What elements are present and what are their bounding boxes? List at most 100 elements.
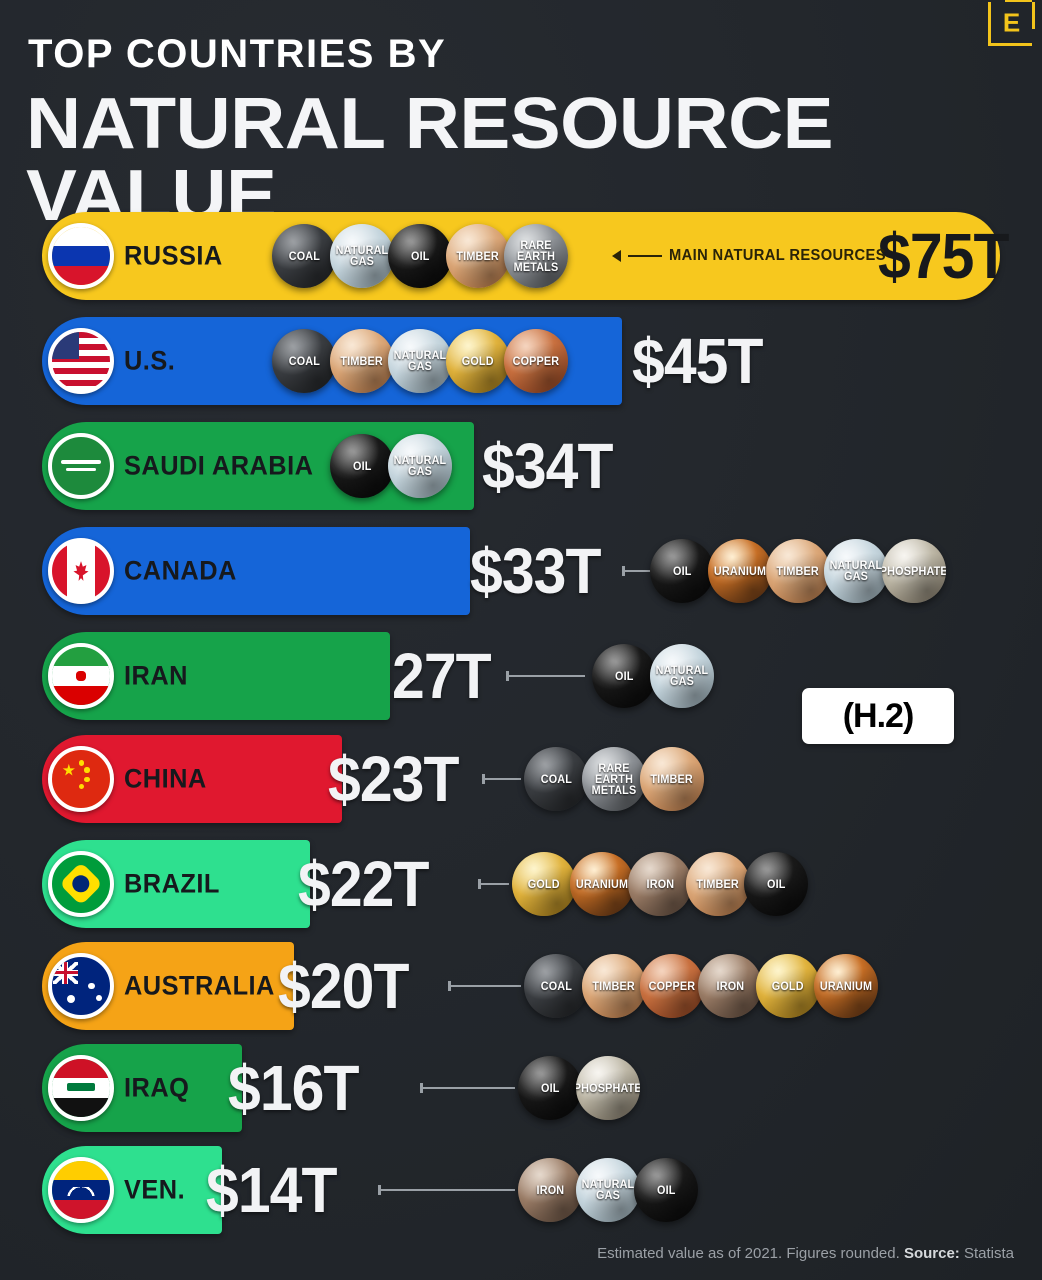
- resource-sphere-gas-icon[interactable]: NATURAL GAS: [824, 539, 888, 603]
- main-resources-annotation: MAIN NATURAL RESOURCES: [612, 247, 905, 265]
- resource-label: COAL: [288, 248, 320, 263]
- resource-sphere-gold-icon[interactable]: GOLD: [446, 329, 510, 393]
- resource-sphere-uranium-icon[interactable]: URANIUM: [814, 954, 878, 1018]
- footer-source-label: Source:: [903, 1245, 960, 1262]
- country-row[interactable]: SAUDI ARABIA $34T OIL NATURAL GAS: [0, 420, 1042, 512]
- country-row[interactable]: RUSSIA $75T COAL NATURAL GAS OIL TIMBER RARE E…: [0, 210, 1042, 302]
- resource-sphere-timber-icon[interactable]: TIMBER: [330, 329, 394, 393]
- resource-label: OIL: [352, 458, 372, 473]
- value-label: $34T: [482, 430, 613, 502]
- resource-sphere-gas-icon[interactable]: NATURAL GAS: [388, 434, 452, 498]
- resource-label: OIL: [540, 1080, 560, 1095]
- resource-sphere-rare-icon[interactable]: RARE EARTH METALS: [504, 224, 568, 288]
- connector-line: [482, 774, 521, 784]
- resource-label: COPPER: [648, 978, 696, 993]
- resource-sphere-timber-icon[interactable]: TIMBER: [686, 852, 750, 916]
- resource-sphere-rare-icon[interactable]: RARE EARTH METALS: [582, 747, 646, 811]
- resource-sphere-gas-icon[interactable]: NATURAL GAS: [650, 644, 714, 708]
- page-title: NATURAL RESOURCE VALUE: [26, 84, 834, 236]
- country-label: IRAQ: [124, 1072, 190, 1103]
- resource-label: COAL: [540, 771, 572, 786]
- resource-group: COAL TIMBER COPPER IRON GOLD URANIUM: [524, 954, 878, 1018]
- resource-sphere-coal-icon[interactable]: COAL: [272, 329, 336, 393]
- resource-label: TIMBER: [696, 876, 740, 891]
- country-row[interactable]: BRAZIL $22T GOLD URANIUM IRON TIMBER OIL: [0, 838, 1042, 930]
- resource-sphere-coal-icon[interactable]: COAL: [524, 747, 588, 811]
- resource-group: OIL NATURAL GAS: [330, 434, 452, 498]
- resource-sphere-timber-icon[interactable]: TIMBER: [640, 747, 704, 811]
- arrow-left-icon: [612, 250, 621, 262]
- country-row[interactable]: CANADA $33T OIL URANIUM TIMBER NATURAL GAS PHO…: [0, 525, 1042, 617]
- country-row[interactable]: VEN. $14T IRON NATURAL GAS OIL: [0, 1144, 1042, 1236]
- resource-sphere-oil-icon[interactable]: OIL: [650, 539, 714, 603]
- resource-sphere-gold-icon[interactable]: GOLD: [512, 852, 576, 916]
- resource-sphere-gas-icon[interactable]: NATURAL GAS: [388, 329, 452, 393]
- resource-label: OIL: [672, 563, 692, 578]
- resource-sphere-oil-icon[interactable]: OIL: [388, 224, 452, 288]
- resource-sphere-iron-icon[interactable]: IRON: [698, 954, 762, 1018]
- resource-sphere-gold-icon[interactable]: GOLD: [756, 954, 820, 1018]
- resource-label: RARE EARTH METALS: [591, 760, 637, 797]
- value-label: $23T: [328, 743, 459, 815]
- flag-icon: [48, 643, 114, 709]
- resource-sphere-oil-icon[interactable]: OIL: [634, 1158, 698, 1222]
- resource-group: OIL NATURAL GAS: [592, 644, 714, 708]
- resource-sphere-uranium-icon[interactable]: URANIUM: [570, 852, 634, 916]
- resource-group: COAL RARE EARTH METALS TIMBER: [524, 747, 704, 811]
- resource-label: IRON: [646, 876, 674, 891]
- flag-icon: [48, 746, 114, 812]
- flag-icon: [48, 328, 114, 394]
- country-row[interactable]: CHINA $23T COAL RARE EARTH METALS TIMBER: [0, 733, 1042, 825]
- resource-label: URANIUM: [713, 563, 767, 578]
- connector-line: [420, 1083, 515, 1093]
- resource-sphere-oil-icon[interactable]: OIL: [330, 434, 394, 498]
- country-row[interactable]: U.S. $45T COAL TIMBER NATURAL GAS GOLD COPPER: [0, 315, 1042, 407]
- flag-icon: [48, 223, 114, 289]
- resource-label: IRON: [536, 1182, 564, 1197]
- resource-sphere-coal-icon[interactable]: COAL: [272, 224, 336, 288]
- resource-sphere-phosphate-icon[interactable]: PHOSPHATE: [576, 1056, 640, 1120]
- flag-icon: [48, 1055, 114, 1121]
- connector-line: [448, 981, 521, 991]
- resource-sphere-oil-icon[interactable]: OIL: [518, 1056, 582, 1120]
- resource-sphere-gas-icon[interactable]: NATURAL GAS: [330, 224, 394, 288]
- value-label: $20T: [278, 950, 409, 1022]
- connector-line: [622, 566, 657, 576]
- resource-sphere-iron-icon[interactable]: IRON: [518, 1158, 582, 1222]
- country-row[interactable]: IRAQ $16T OIL PHOSPHATE: [0, 1042, 1042, 1134]
- resource-label: NATURAL GAS: [335, 243, 389, 268]
- resource-label: PHOSPHATE: [576, 1080, 640, 1095]
- resource-label: COPPER: [512, 353, 560, 368]
- resource-label: NATURAL GAS: [393, 348, 447, 373]
- annotation-rule: [628, 255, 662, 257]
- country-row[interactable]: AUSTRALIA $20T COAL TIMBER COPPER IRON GOLD URA…: [0, 940, 1042, 1032]
- resource-label: COAL: [288, 353, 320, 368]
- resource-group: IRON NATURAL GAS OIL: [518, 1158, 698, 1222]
- resource-sphere-timber-icon[interactable]: TIMBER: [582, 954, 646, 1018]
- resource-sphere-copper-icon[interactable]: COPPER: [640, 954, 704, 1018]
- resource-sphere-gas-icon[interactable]: NATURAL GAS: [576, 1158, 640, 1222]
- annotation-label: MAIN NATURAL RESOURCES: [669, 247, 886, 264]
- resource-sphere-uranium-icon[interactable]: URANIUM: [708, 539, 772, 603]
- resource-sphere-coal-icon[interactable]: COAL: [524, 954, 588, 1018]
- resource-sphere-phosphate-icon[interactable]: PHOSPHATE: [882, 539, 946, 603]
- country-row[interactable]: IRAN 27T OIL NATURAL GAS: [0, 630, 1042, 722]
- resource-label: OIL: [410, 248, 430, 263]
- value-label: $22T: [298, 848, 429, 920]
- country-label: U.S.: [124, 345, 176, 376]
- resource-label: TIMBER: [650, 771, 694, 786]
- resource-label: NATURAL GAS: [655, 663, 709, 688]
- resource-label: IRON: [716, 978, 744, 993]
- country-label: CHINA: [124, 763, 207, 794]
- country-label: SAUDI ARABIA: [124, 450, 314, 481]
- resource-sphere-oil-icon[interactable]: OIL: [744, 852, 808, 916]
- resource-sphere-timber-icon[interactable]: TIMBER: [766, 539, 830, 603]
- resource-label: OIL: [766, 876, 786, 891]
- resource-sphere-iron-icon[interactable]: IRON: [628, 852, 692, 916]
- value-label: $33T: [470, 535, 601, 607]
- resource-label: RARE EARTH METALS: [513, 237, 559, 274]
- resource-sphere-copper-icon[interactable]: COPPER: [504, 329, 568, 393]
- footer-text: Estimated value as of 2021. Figures roun…: [597, 1245, 904, 1262]
- resource-sphere-oil-icon[interactable]: OIL: [592, 644, 656, 708]
- resource-sphere-timber-icon[interactable]: TIMBER: [446, 224, 510, 288]
